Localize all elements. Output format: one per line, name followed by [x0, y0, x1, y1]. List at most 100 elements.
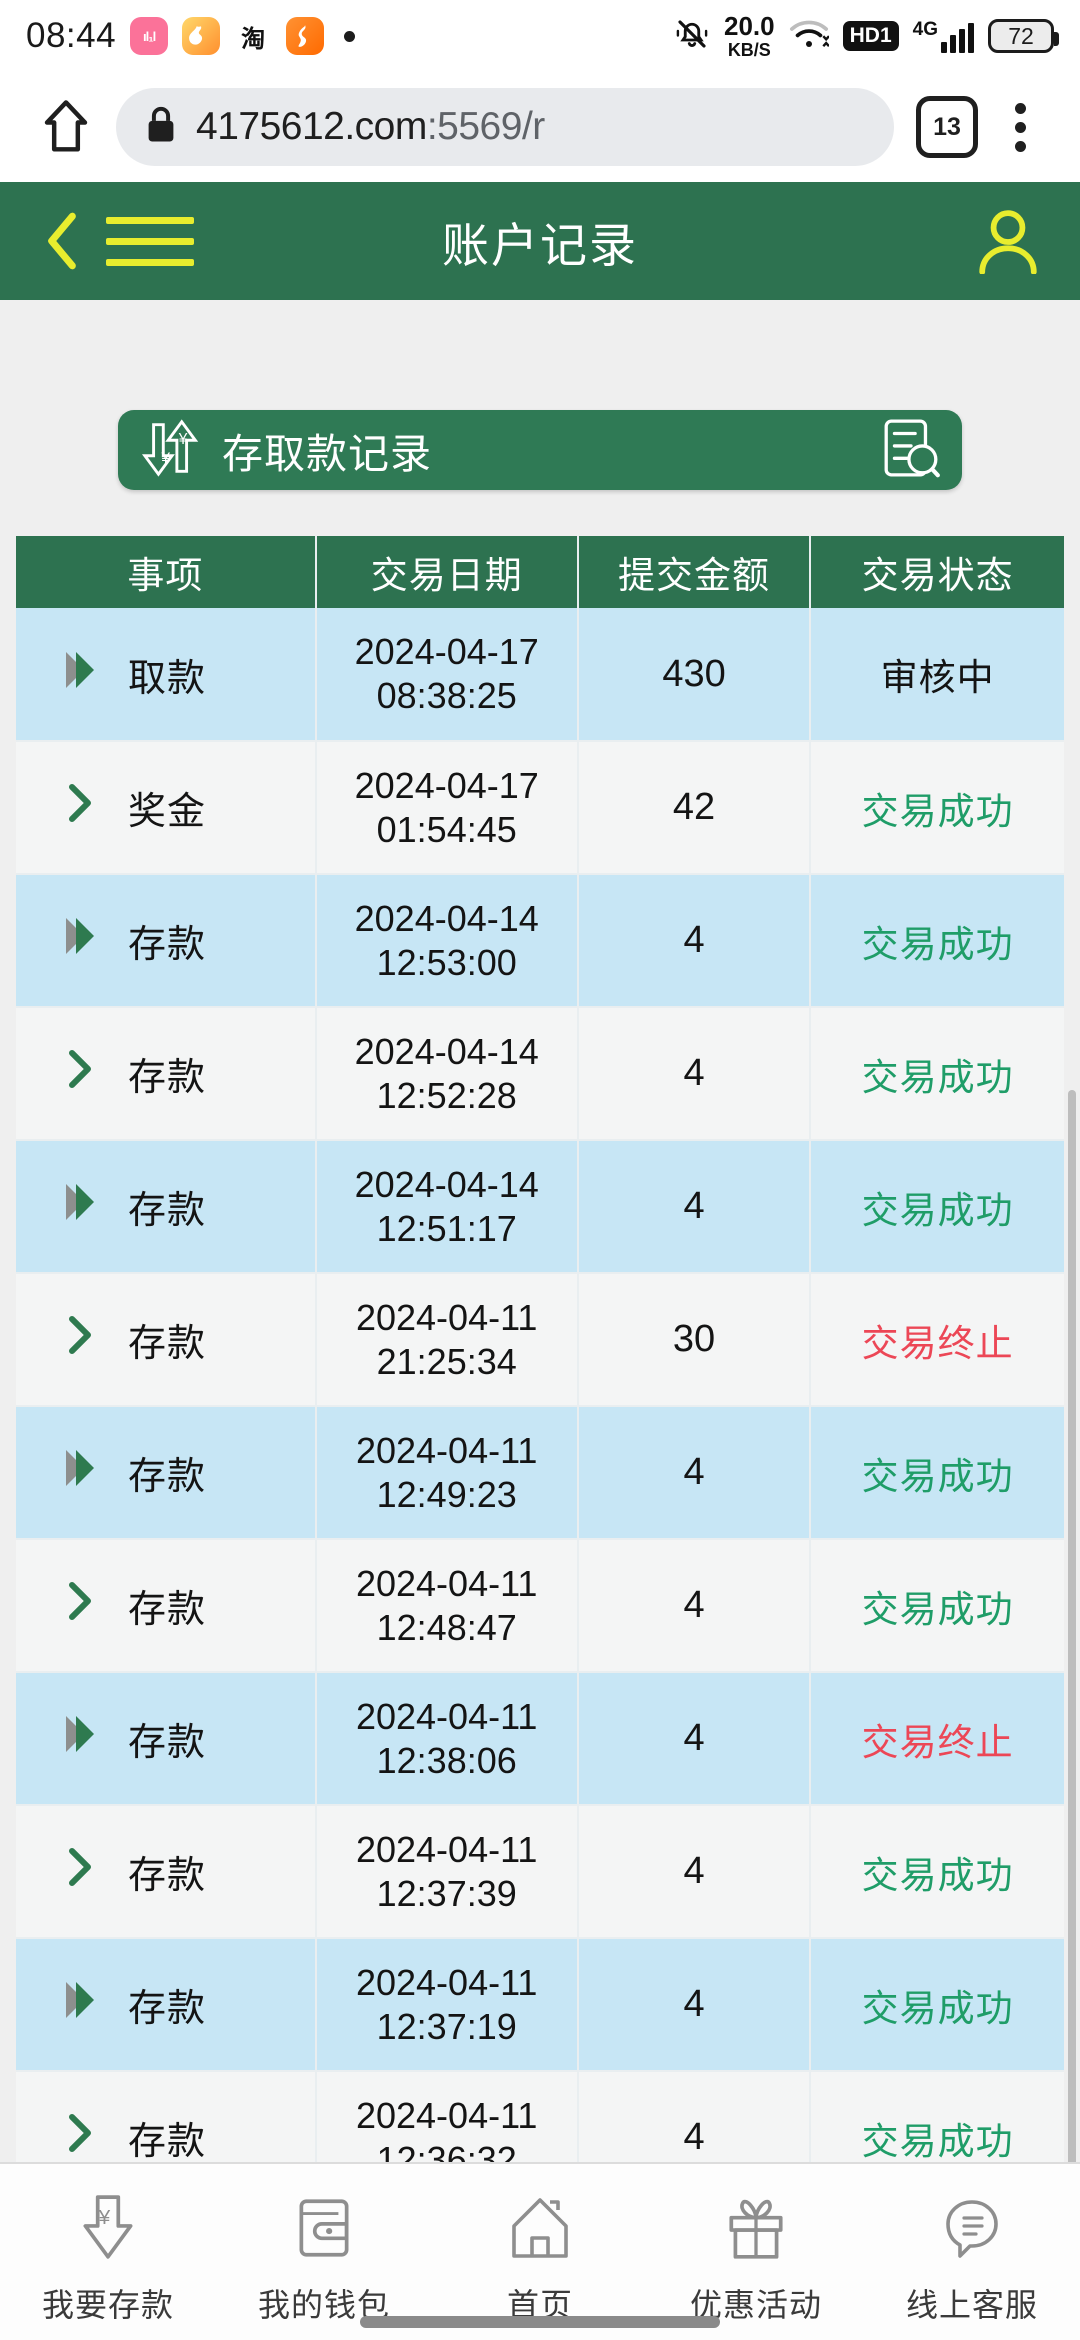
table-row[interactable]: 存款 2024-04-14 12:52:28 4 交易成功: [16, 1007, 1064, 1141]
document-search-icon[interactable]: [882, 417, 940, 484]
cell-status: 交易终止: [810, 1273, 1064, 1407]
kebab-menu-icon[interactable]: [990, 91, 1050, 163]
table-row[interactable]: 存款 2024-04-11 12:37:19 4 交易成功: [16, 1938, 1064, 2072]
item-label: 存款: [128, 1057, 207, 1099]
amount-text: 4: [683, 1185, 705, 1227]
cell-date: 2024-04-17 01:54:45: [315, 741, 579, 875]
cell-status: 交易成功: [810, 1406, 1064, 1540]
date-time-text: 2024-04-11 12:37:39: [355, 1828, 538, 1914]
status-bar: 08:44 ıl₁l 淘 20.0 KB/S: [0, 0, 1080, 72]
amount-text: 4: [683, 919, 705, 961]
status-badge: 交易终止: [861, 1721, 1014, 1763]
nav-item-1[interactable]: ¥ 我要存款: [0, 2164, 216, 2326]
chevron-right-icon: [60, 1313, 102, 1366]
date-time-text: 2024-04-11 12:38:06: [355, 1695, 538, 1781]
table-row[interactable]: 存款 2024-04-11 12:49:23 4 交易成功: [16, 1406, 1064, 1540]
nav-item-2[interactable]: 我的钱包: [216, 2164, 432, 2326]
nav-item-3[interactable]: 首页: [432, 2164, 648, 2326]
cell-amount: 4: [577, 1938, 812, 2072]
date-time-text: 2024-04-11 12:37:19: [355, 1961, 538, 2047]
cell-item: 存款: [16, 1805, 317, 1939]
status-badge: 交易成功: [861, 2120, 1014, 2162]
table-row[interactable]: 存款 2024-04-11 21:25:34 30 交易终止: [16, 1273, 1064, 1407]
signal-bars-icon: 4G: [913, 20, 974, 53]
date-time-text: 2024-04-17 01:54:45: [354, 764, 539, 850]
tab-count-icon[interactable]: 13: [916, 96, 978, 158]
url-host: 4175612.com: [196, 105, 427, 148]
cell-amount: 4: [577, 1140, 812, 1274]
status-badge: 审核中: [880, 657, 995, 698]
amount-text: 4: [683, 1717, 705, 1759]
battery-icon: 72: [988, 19, 1059, 53]
nav-item-4[interactable]: 优惠活动: [648, 2164, 864, 2326]
item-label: 存款: [128, 924, 207, 966]
deposit-withdraw-record-card[interactable]: ¥ ¥ 存取款记录: [118, 410, 962, 490]
amount-text: 4: [683, 1584, 705, 1626]
table-row[interactable]: 奖金 2024-04-17 01:54:45 42 交易成功: [16, 741, 1064, 875]
cell-status: 交易成功: [810, 741, 1064, 875]
table-row[interactable]: 存款 2024-04-11 12:37:39 4 交易成功: [16, 1805, 1064, 1939]
cell-item: 存款: [16, 1140, 317, 1274]
cell-amount: 42: [577, 741, 812, 875]
column-header-date: 交易日期: [315, 536, 579, 608]
amount-text: 4: [683, 1052, 705, 1094]
amount-text: 4: [683, 1451, 705, 1493]
network-type-label: 4G: [912, 18, 938, 40]
app-header: 账户记录: [0, 182, 1080, 300]
user-avatar-icon[interactable]: [970, 203, 1046, 279]
records-table: 事项 交易日期 提交金额 交易状态 取款 2024-04-17 08:38:25 43…: [16, 536, 1064, 2232]
date-time-text: 2024-04-11 21:25:34: [355, 1296, 538, 1382]
column-header-status: 交易状态: [810, 536, 1064, 608]
table-row[interactable]: 存款 2024-04-14 12:53:00 4 交易成功: [16, 874, 1064, 1008]
network-speed-unit: KB/S: [727, 40, 771, 60]
table-body: 取款 2024-04-17 08:38:25 430 审核中 奖金 2024-04-17 01…: [16, 608, 1064, 2232]
status-badge: 交易成功: [861, 1455, 1014, 1497]
amount-text: 30: [672, 1318, 716, 1360]
date-time-text: 2024-04-14 12:51:17: [354, 1163, 539, 1249]
table-row[interactable]: 存款 2024-04-11 12:48:47 4 交易成功: [16, 1539, 1064, 1673]
cell-status: 交易成功: [810, 1007, 1064, 1141]
nav-item-label: 线上客服: [905, 2287, 1038, 2323]
column-header-item: 事项: [16, 536, 317, 608]
cell-date: 2024-04-17 08:38:25: [315, 608, 579, 742]
status-bar-right: 20.0 KB/S HD1 4G 72: [674, 0, 1059, 72]
status-badge: 交易成功: [861, 1854, 1014, 1896]
chevron-left-icon[interactable]: [34, 206, 90, 276]
nav-item-5[interactable]: 线上客服: [864, 2164, 1080, 2326]
cell-amount: 4: [577, 1805, 812, 1939]
item-label: 存款: [128, 1323, 207, 1365]
cell-amount: 4: [577, 874, 812, 1008]
amount-text: 4: [683, 1983, 705, 2025]
item-label: 存款: [128, 1190, 207, 1232]
tab-count-label: 13: [933, 112, 961, 141]
network-speed-indicator: 20.0 KB/S: [724, 13, 775, 59]
item-label: 存款: [128, 1722, 207, 1764]
vertical-scrollbar[interactable]: [1068, 1090, 1076, 2232]
hamburger-menu-icon[interactable]: [106, 206, 194, 276]
amount-text: 42: [672, 786, 716, 828]
signal-bars: [941, 22, 974, 53]
status-badge: 交易成功: [861, 1189, 1014, 1231]
svg-text:¥: ¥: [98, 2206, 111, 2229]
cell-amount: 4: [577, 1672, 812, 1806]
home-icon[interactable]: [30, 91, 102, 163]
url-bar[interactable]: 4175612.com:5569/r: [116, 88, 894, 166]
item-label: 存款: [128, 1589, 207, 1631]
cell-status: 审核中: [810, 608, 1064, 742]
cell-date: 2024-04-11 12:48:47: [315, 1539, 579, 1673]
table-row[interactable]: 存款 2024-04-14 12:51:17 4 交易成功: [16, 1140, 1064, 1274]
cell-amount: 4: [577, 1406, 812, 1540]
cell-status: 交易成功: [810, 1140, 1064, 1274]
status-badge: 交易成功: [861, 1056, 1014, 1098]
table-row[interactable]: 取款 2024-04-17 08:38:25 430 审核中: [16, 608, 1064, 742]
deposit-arrow-icon: ¥: [77, 2186, 139, 2270]
chevron-right-icon: [60, 1047, 102, 1100]
cell-date: 2024-04-11 12:37:39: [315, 1805, 579, 1939]
cell-date: 2024-04-11 12:49:23: [315, 1406, 579, 1540]
url-rest: :5569/r: [426, 105, 545, 148]
bilibili-icon: ıl₁l: [130, 17, 169, 55]
table-row[interactable]: 存款 2024-04-11 12:38:06 4 交易终止: [16, 1672, 1064, 1806]
amount-text: 4: [683, 2116, 705, 2158]
home-icon: [508, 2186, 572, 2270]
